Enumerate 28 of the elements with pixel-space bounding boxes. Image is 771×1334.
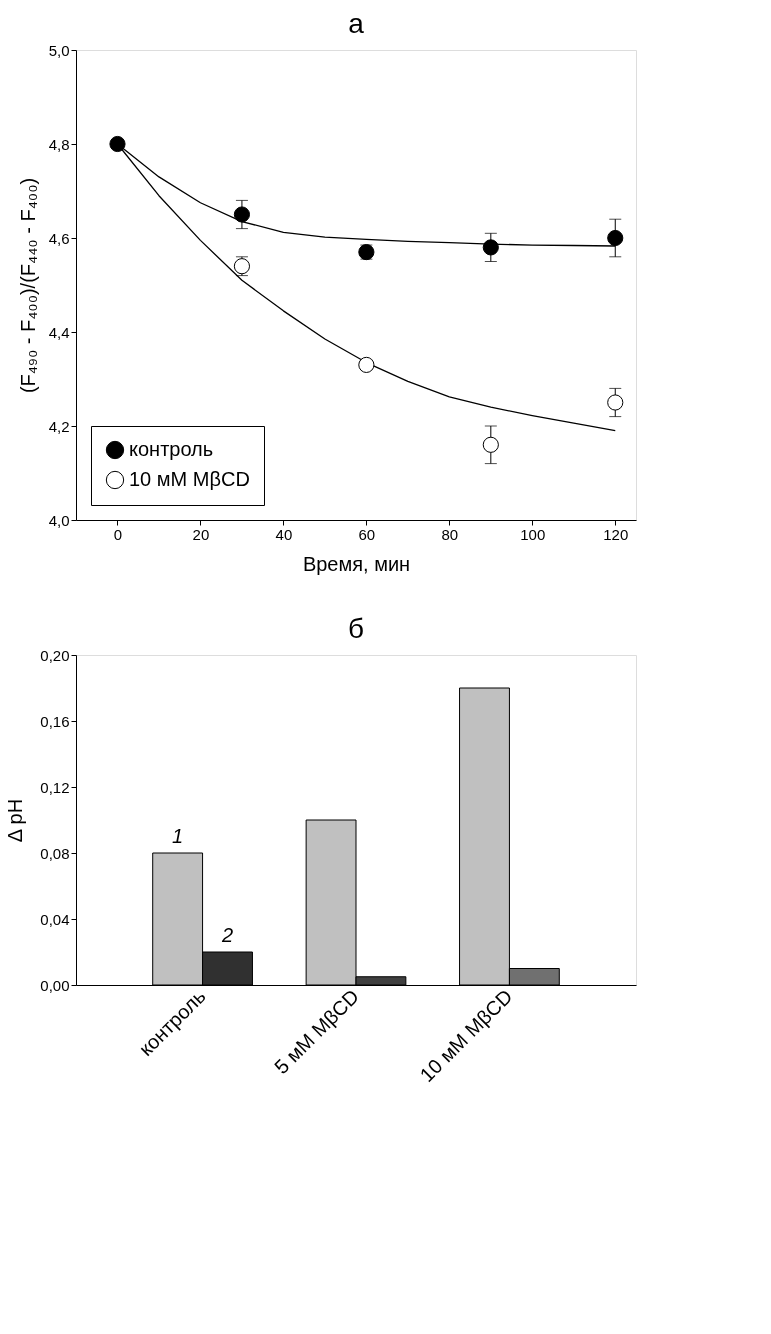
- y-tick-label: 4,2: [48, 417, 70, 435]
- y-tick-label: 0,16: [40, 712, 70, 730]
- y-tick-label: 4,8: [48, 135, 70, 153]
- series-label: 1: [172, 825, 184, 847]
- chart-title: а: [348, 8, 365, 39]
- chart-title: б: [347, 613, 365, 644]
- x-tick-label: 100: [520, 525, 546, 543]
- x-tick-label: 20: [192, 525, 210, 543]
- y-tick-label: 0,20: [40, 646, 70, 664]
- x-tick-label: 40: [275, 525, 293, 543]
- y-tick-label: 4,4: [48, 323, 70, 341]
- y-tick-label: 5,0: [48, 41, 70, 59]
- legend-label: контроль: [129, 438, 214, 460]
- y-axis-title: Δ pH: [4, 798, 27, 843]
- y-tick-label: 0,04: [40, 910, 70, 928]
- legend-label: 10 мМ MβCD: [129, 468, 250, 490]
- x-tick-label: 120: [603, 525, 629, 543]
- y-tick-label: 4,6: [48, 229, 70, 247]
- y-axis-title: (F₄₉₀ - F₄₀₀)/(F₄₄₀ - F₄₀₀): [16, 177, 39, 394]
- x-tick-label: 0: [113, 525, 123, 543]
- y-tick-label: 0,12: [40, 778, 70, 796]
- x-tick-label: 60: [358, 525, 376, 543]
- x-axis-title: Время, мин: [302, 552, 411, 575]
- y-tick-label: 0,08: [40, 844, 70, 862]
- series-label: 2: [220, 924, 234, 946]
- x-tick-label: 80: [441, 525, 459, 543]
- y-tick-label: 4,0: [48, 511, 70, 529]
- y-tick-label: 0,00: [40, 976, 70, 994]
